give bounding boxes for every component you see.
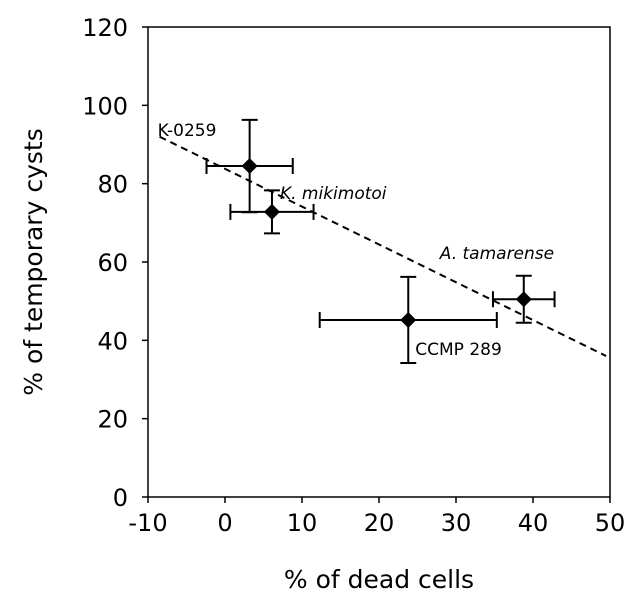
point-label: CCMP 289 — [415, 340, 502, 360]
x-tick-label: 40 — [518, 509, 549, 537]
point-label: K-0259 — [158, 121, 217, 141]
point-label: K. mikimotoi — [280, 184, 387, 204]
x-tick-label: 10 — [287, 509, 318, 537]
y-tick-label: 80 — [97, 171, 128, 199]
y-tick-label: 100 — [82, 92, 128, 120]
x-tick-label: 0 — [217, 509, 232, 537]
x-tick-label: 20 — [364, 509, 395, 537]
point-label: A. tamarense — [439, 244, 554, 264]
x-tick-label: -10 — [128, 509, 167, 537]
trend-line — [159, 135, 607, 357]
y-tick-label: 40 — [97, 327, 128, 355]
y-axis-title: % of temporary cysts — [19, 128, 48, 395]
y-tick-label: 60 — [97, 249, 128, 277]
y-tick-label: 120 — [82, 14, 128, 42]
x-tick-label: 30 — [441, 509, 472, 537]
y-tick-label: 0 — [113, 484, 128, 512]
point — [515, 291, 532, 308]
point — [263, 203, 280, 220]
x-tick-label: 50 — [595, 509, 626, 537]
point — [241, 158, 258, 175]
point — [400, 311, 417, 328]
x-axis-title: % of dead cells — [284, 565, 474, 594]
y-tick-label: 20 — [97, 406, 128, 434]
